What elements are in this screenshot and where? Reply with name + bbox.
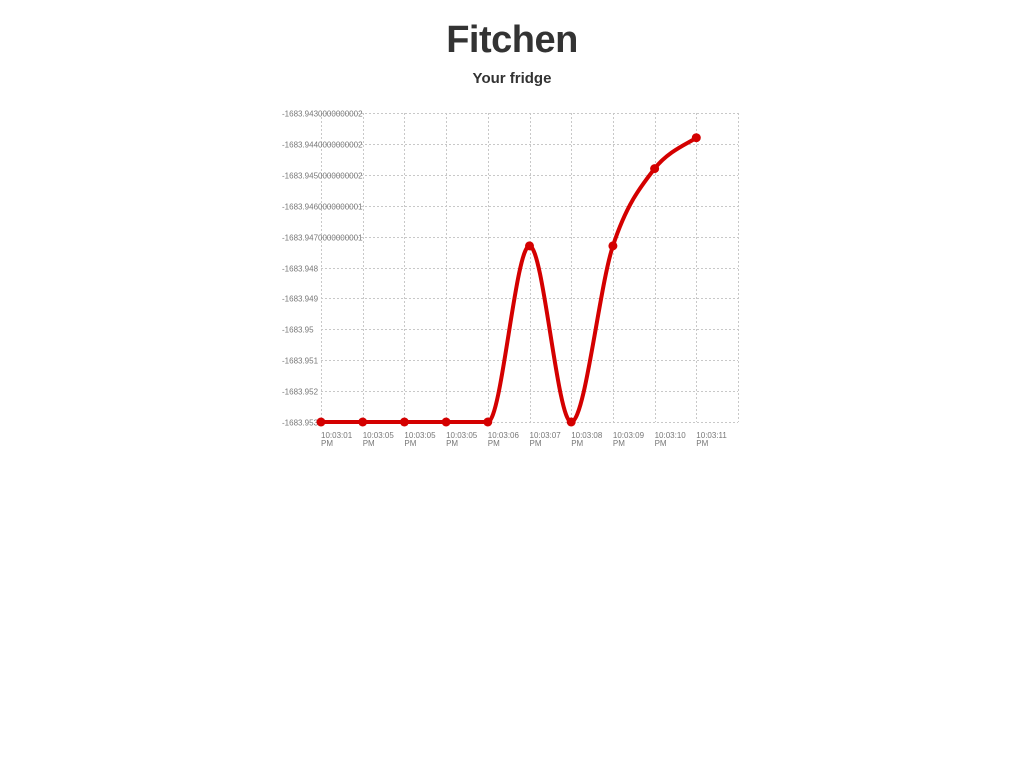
data-point	[483, 417, 493, 427]
x-tick-label: 10:03:01 PM	[321, 431, 353, 448]
y-tick-label: -1683.9440000000002	[282, 141, 363, 150]
y-axis-labels: -1683.953 -1683.952 -1683.951 -1683.95 -1683…	[282, 110, 363, 428]
data-point	[358, 417, 368, 427]
y-tick-label: -1683.9430000000002	[282, 110, 363, 119]
y-tick-label: -1683.948	[282, 265, 319, 274]
x-tick-label: 10:03:08 PM	[571, 431, 603, 448]
app-title: Fitchen	[446, 19, 578, 61]
y-tick-label: -1683.9450000000002	[282, 172, 363, 181]
x-tick-label: 10:03:09 PM	[613, 431, 645, 448]
y-tick-label: -1683.952	[282, 388, 319, 397]
section-title: Your fridge	[472, 70, 552, 87]
data-point	[316, 417, 326, 427]
y-tick-label: -1683.95	[282, 326, 314, 335]
y-tick-label: -1683.9460000000001	[282, 203, 363, 212]
data-point	[691, 133, 701, 143]
x-tick-label: 10:03:11 PM	[696, 431, 727, 448]
x-tick-label: 10:03:05 PM	[363, 431, 395, 448]
data-point	[566, 417, 576, 427]
y-tick-label: -1683.9470000000001	[282, 234, 363, 243]
data-point	[525, 241, 534, 251]
chart-grid	[321, 113, 739, 423]
data-point	[608, 241, 618, 251]
series-layer	[316, 133, 701, 427]
x-tick-label: 10:03:10 PM	[655, 431, 687, 448]
series-line	[319, 135, 699, 425]
y-tick-label: -1683.951	[282, 357, 319, 366]
y-tick-label: -1683.949	[282, 295, 319, 304]
data-point	[441, 417, 451, 427]
x-tick-label: 10:03:05 PM	[404, 431, 436, 448]
data-point	[650, 164, 660, 174]
data-point	[399, 417, 409, 427]
x-tick-label: 10:03:06 PM	[488, 431, 520, 448]
x-tick-label: 10:03:05 PM	[446, 431, 478, 448]
y-tick-label: -1683.953	[282, 419, 319, 428]
x-axis-labels: 10:03:01 PM 10:03:05 PM 10:03:05 PM 10:03:05 PM…	[321, 431, 727, 448]
x-tick-label: 10:03:07 PM	[530, 431, 562, 448]
